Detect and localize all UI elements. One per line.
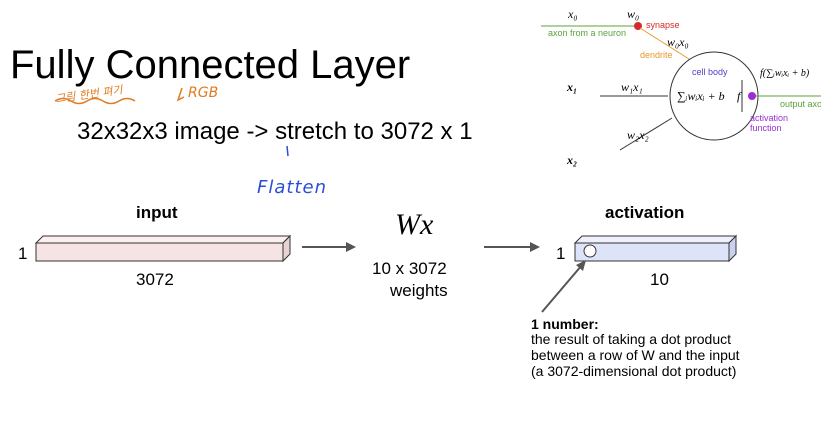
handwritten-flatten-tick: [286, 145, 289, 157]
note-heading: 1 number:: [531, 316, 599, 332]
neuron-x2-label: x₂: [567, 153, 578, 167]
input-rows-label: 1: [18, 244, 28, 263]
activation-title: activation: [605, 203, 685, 222]
neuron-x0-label: x₀: [568, 7, 578, 21]
activation-unit-circle: [583, 244, 597, 258]
neuron-w2x2-label: w₂x₂: [627, 128, 649, 142]
slide-title: Fully Connected Layer: [10, 43, 411, 87]
activation-bar: [573, 234, 738, 263]
arrow-weights-to-activation: [484, 242, 540, 252]
weights-caption: weights: [390, 281, 448, 300]
slide-subtitle: 32x32x3 image -> stretch to 3072 x 1: [77, 118, 473, 145]
note-line-1: the result of taking a dot product: [531, 331, 732, 347]
neuron-w0-label: w₀: [627, 7, 640, 21]
neuron-w1x1-label: w₁x₁: [621, 80, 643, 94]
output-axon-label: output axon: [780, 99, 821, 109]
arrow-input-to-weights: [302, 242, 356, 252]
note-line-3: (a 3072-dimensional dot product): [531, 363, 737, 379]
handwritten-rgb-note: RGB: [188, 85, 219, 101]
input-bar: [34, 234, 292, 263]
activation-rows-label: 1: [556, 244, 566, 263]
handwritten-underline: [54, 97, 136, 105]
neuron-diagram: [541, 22, 821, 151]
neuron-x1-label: x₁: [567, 80, 578, 94]
activation-dot: [748, 92, 756, 100]
weights-symbol: Wx: [395, 208, 434, 241]
synapse-label: synapse: [646, 20, 680, 30]
activation-function-label-2: function: [750, 123, 782, 133]
dendrite-label: dendrite: [640, 50, 673, 60]
note-line-2: between a row of W and the input: [531, 347, 740, 363]
neuron-sum-expression: ∑ᵢwᵢxᵢ + b: [677, 89, 725, 103]
handwritten-flatten-note: Flatten: [257, 177, 327, 198]
axon-label: axon from a neuron: [548, 28, 627, 38]
note-pointer-arrow: [541, 260, 586, 313]
weights-dimension: 10 x 3072: [372, 259, 447, 278]
input-title: input: [136, 203, 178, 222]
input-size-label: 3072: [136, 270, 174, 289]
neuron-f-label: f: [737, 89, 741, 103]
neuron-w0x0-label: w₀x₀: [667, 35, 689, 49]
activation-size-label: 10: [650, 270, 669, 289]
activation-function-label-1: activation: [750, 113, 789, 123]
neuron-f-expression: f(∑ᵢwᵢxᵢ + b): [760, 68, 810, 79]
handwritten-rgb-arrow: [176, 87, 185, 102]
cell-body-label: cell body: [692, 67, 728, 77]
